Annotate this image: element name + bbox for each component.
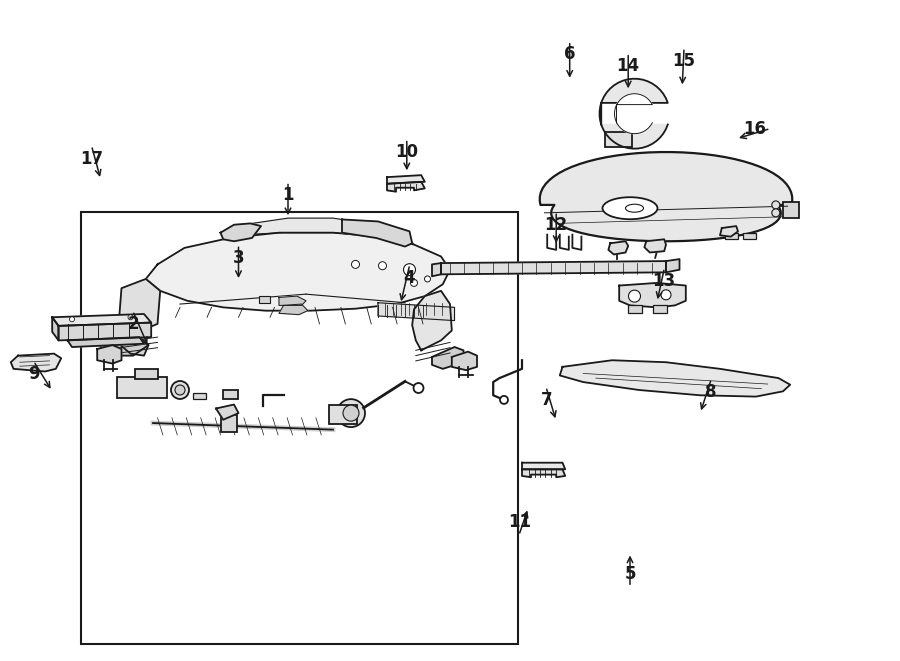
Polygon shape: [540, 152, 792, 241]
Circle shape: [343, 405, 359, 421]
Polygon shape: [644, 239, 666, 253]
Polygon shape: [101, 334, 148, 356]
Polygon shape: [387, 182, 425, 192]
Text: 17: 17: [80, 149, 104, 168]
Bar: [628, 305, 642, 313]
Bar: [783, 202, 799, 218]
Bar: [81, 212, 518, 644]
Polygon shape: [615, 94, 652, 134]
Polygon shape: [522, 469, 565, 477]
Bar: [742, 233, 756, 239]
Bar: [605, 132, 632, 147]
Ellipse shape: [626, 204, 644, 212]
Circle shape: [772, 209, 779, 217]
Polygon shape: [220, 218, 414, 245]
Bar: [220, 415, 237, 432]
Circle shape: [171, 381, 189, 399]
Polygon shape: [560, 360, 790, 397]
Text: 13: 13: [652, 272, 676, 290]
Circle shape: [500, 396, 508, 404]
Polygon shape: [720, 226, 738, 237]
Circle shape: [661, 290, 671, 300]
Polygon shape: [432, 347, 464, 369]
Polygon shape: [216, 405, 239, 420]
Text: 4: 4: [404, 268, 415, 287]
Bar: [724, 233, 738, 239]
Circle shape: [410, 280, 418, 286]
Polygon shape: [58, 323, 151, 340]
Ellipse shape: [602, 197, 658, 219]
Polygon shape: [412, 291, 452, 350]
Circle shape: [403, 264, 416, 276]
Polygon shape: [97, 345, 122, 364]
Polygon shape: [52, 314, 151, 326]
Text: 12: 12: [544, 215, 568, 234]
Polygon shape: [452, 352, 477, 370]
Polygon shape: [119, 279, 160, 334]
Text: 6: 6: [564, 45, 575, 63]
Text: 2: 2: [128, 315, 139, 333]
Bar: [193, 393, 206, 399]
Circle shape: [413, 383, 424, 393]
Circle shape: [128, 315, 133, 320]
Circle shape: [175, 385, 185, 395]
Polygon shape: [378, 303, 454, 321]
Polygon shape: [599, 79, 668, 149]
Polygon shape: [666, 259, 680, 272]
Text: 16: 16: [742, 120, 766, 138]
Polygon shape: [387, 175, 425, 184]
Polygon shape: [608, 241, 628, 254]
Bar: [135, 369, 158, 379]
Circle shape: [379, 262, 386, 270]
Text: 11: 11: [508, 513, 531, 531]
Polygon shape: [522, 463, 565, 469]
Polygon shape: [342, 219, 412, 247]
Polygon shape: [619, 283, 686, 307]
Text: 9: 9: [29, 365, 40, 383]
Polygon shape: [68, 337, 144, 347]
Polygon shape: [11, 354, 61, 371]
Text: 5: 5: [625, 564, 635, 583]
Text: 15: 15: [672, 52, 696, 70]
Bar: [328, 405, 357, 424]
Bar: [259, 296, 270, 303]
Polygon shape: [441, 261, 666, 274]
Circle shape: [337, 399, 365, 427]
Polygon shape: [279, 296, 306, 305]
Polygon shape: [119, 323, 148, 356]
Circle shape: [772, 201, 779, 209]
Polygon shape: [146, 233, 450, 311]
Text: 3: 3: [233, 249, 244, 267]
Bar: [117, 377, 166, 398]
Circle shape: [628, 290, 641, 302]
Text: 7: 7: [541, 391, 552, 409]
Bar: [223, 390, 238, 399]
Circle shape: [69, 317, 75, 322]
Polygon shape: [220, 223, 261, 241]
Polygon shape: [52, 317, 58, 340]
Circle shape: [352, 260, 359, 268]
Text: 8: 8: [706, 383, 716, 401]
Text: 1: 1: [283, 186, 293, 204]
Polygon shape: [432, 263, 441, 276]
Text: 10: 10: [395, 143, 419, 161]
Text: 14: 14: [616, 57, 640, 75]
Circle shape: [425, 276, 430, 282]
Bar: [653, 305, 667, 313]
Polygon shape: [279, 304, 308, 315]
